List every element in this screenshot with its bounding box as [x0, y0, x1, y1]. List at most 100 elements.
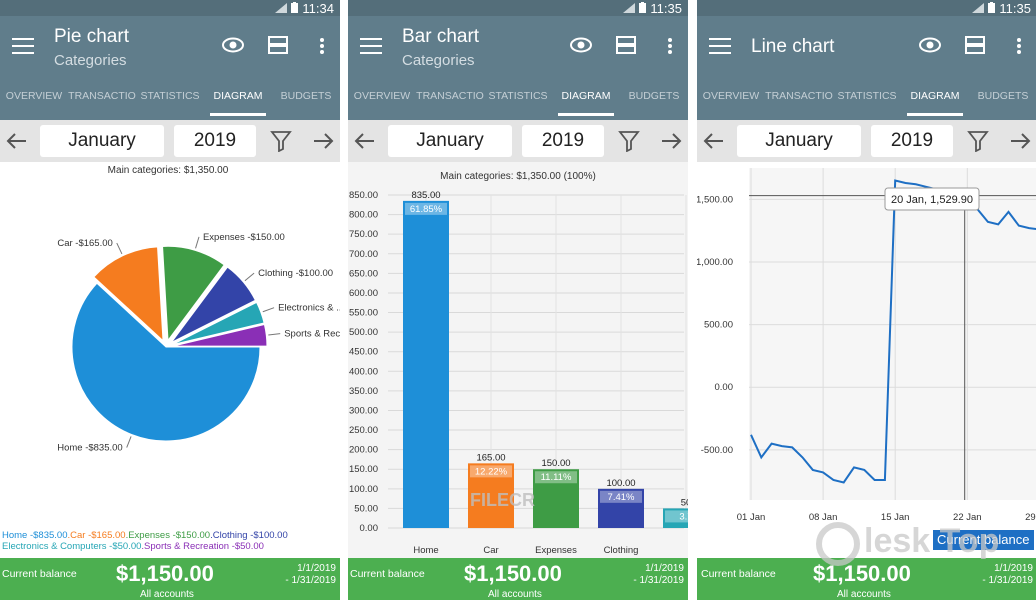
tab-overview[interactable]: OVERVIEW [5, 90, 63, 102]
month-selector[interactable]: January [737, 125, 861, 157]
bar [468, 463, 514, 528]
month-selector[interactable]: January [40, 125, 164, 157]
battery-icon [291, 1, 299, 16]
period-end: - 1/31/2019 [285, 575, 336, 586]
previous-period-arrow-icon[interactable] [701, 128, 727, 154]
bar-y-tick-label: 50.00 [354, 503, 378, 514]
bar-y-tick-label: 600.00 [349, 288, 378, 299]
next-period-arrow-icon[interactable] [658, 128, 684, 154]
bar-y-tick-label: 500.00 [349, 327, 378, 338]
tab-statistics[interactable]: STATISTICS [140, 90, 200, 102]
tab-transactions[interactable]: TRANSACTIO [765, 90, 833, 102]
pie-slice [172, 323, 268, 347]
tab-overview[interactable]: OVERVIEW [702, 90, 760, 102]
tab-statistics[interactable]: STATISTICS [488, 90, 548, 102]
bar-y-tick-label: 250.00 [349, 425, 378, 436]
pie-slice [71, 282, 261, 442]
bar-y-tick-label: 300.00 [349, 405, 378, 416]
line-y-tick-label: 1,000.00 [697, 257, 733, 268]
bar-y-tick-label: 550.00 [349, 308, 378, 319]
filter-icon[interactable] [270, 130, 292, 157]
previous-period-arrow-icon[interactable] [352, 128, 378, 154]
tab-budgets[interactable]: BUDGETS [628, 90, 680, 102]
next-period-arrow-icon[interactable] [310, 128, 336, 154]
tab-transactions[interactable]: TRANSACTIO [416, 90, 484, 102]
bar-percent-box [535, 471, 577, 484]
bar-title: Main categories: $1,350.00 (100%) [440, 171, 596, 182]
eye-icon[interactable] [222, 37, 244, 58]
tab-transactions[interactable]: TRANSACTIO [68, 90, 136, 102]
balance-period: 1/1/2019 - 1/31/2019 [285, 563, 336, 587]
pie-slice [162, 245, 225, 342]
bar-y-tick-label: 450.00 [349, 347, 378, 358]
bar-percent-box [470, 465, 512, 478]
year-selector[interactable]: 2019 [174, 125, 256, 157]
signal-icon [623, 1, 636, 16]
pie-callout-line [244, 272, 255, 282]
pie-callout-line [116, 242, 123, 255]
tab-budgets[interactable]: BUDGETS [280, 90, 332, 102]
bar-y-tick-label: 800.00 [349, 210, 378, 221]
menu-icon[interactable] [709, 38, 731, 54]
more-options-icon[interactable] [320, 38, 324, 56]
eye-icon[interactable] [570, 37, 592, 58]
month-selector[interactable]: January [388, 125, 512, 157]
bar [403, 200, 449, 528]
bar-y-tick-label: 400.00 [349, 366, 378, 377]
menu-icon[interactable] [360, 38, 382, 54]
balance-footer: Current balance $1,150.00 1/1/2019 - 1/3… [348, 558, 688, 600]
next-period-arrow-icon[interactable] [1007, 128, 1033, 154]
pie-legend-item: Electronics & Computers -$50.00 [2, 541, 142, 552]
pie-legend-item: Home -$835.00 [2, 530, 68, 541]
view-toggle-icon[interactable] [965, 36, 985, 59]
pie-slice-label: Expenses -$150.00 [203, 232, 285, 243]
more-options-icon[interactable] [1017, 38, 1021, 56]
filter-icon[interactable] [618, 130, 640, 157]
bar-y-tick-label: 650.00 [349, 268, 378, 279]
screen-subtitle: Categories [54, 52, 127, 69]
bar-chart: Main categories: $1,350.00 (100%) 0.00 50.… [348, 162, 688, 558]
bar-value-label: 50 [681, 497, 688, 508]
period-start: 1/1/2019 [297, 563, 336, 574]
bar-x-tick-label: Home [413, 545, 438, 556]
tab-diagram[interactable]: DIAGRAM [552, 86, 620, 120]
bar-chart-area: Main categories: $1,350.00 (100%) 0.00 50.… [348, 162, 688, 558]
pie-slice-label: Home -$835.00 [57, 443, 122, 454]
bar-percent-label: 61.85% [410, 204, 443, 215]
balance-label: Current balance [2, 568, 77, 580]
previous-period-arrow-icon[interactable] [4, 128, 30, 154]
pie-chart: Main categories: $1,350.00 Home -$835.00 C… [57, 165, 340, 454]
line-y-tick-label: -500.00 [701, 445, 733, 456]
battery-icon [639, 1, 647, 16]
menu-icon[interactable] [12, 38, 34, 54]
period-start: 1/1/2019 [994, 563, 1033, 574]
tab-overview[interactable]: OVERVIEW [353, 90, 411, 102]
view-toggle-icon[interactable] [268, 36, 288, 59]
current-balance-legend-badge[interactable]: Current balance [933, 530, 1034, 550]
tab-statistics[interactable]: STATISTICS [837, 90, 897, 102]
status-bar: 11:35 [697, 0, 1036, 16]
more-options-icon[interactable] [668, 38, 672, 56]
line-plot-background [749, 168, 1036, 500]
screen-title: Line chart [751, 36, 835, 57]
pie-slice-label: Car -$165.00 [57, 238, 112, 249]
year-selector[interactable]: 2019 [871, 125, 953, 157]
eye-icon[interactable] [919, 37, 941, 58]
balance-label: Current balance [350, 568, 425, 580]
tab-diagram[interactable]: DIAGRAM [204, 86, 272, 120]
pie-legend-item: .Car -$165.00 [67, 530, 126, 541]
pie-chart-screen: 11:34 Pie chart Categories OVERVIEW TRAN… [0, 0, 340, 600]
accounts-label: All accounts [140, 589, 194, 600]
balance-label: Current balance [701, 568, 776, 580]
filter-icon[interactable] [967, 130, 989, 157]
view-toggle-icon[interactable] [616, 36, 636, 59]
tab-diagram[interactable]: DIAGRAM [901, 86, 969, 120]
tab-budgets[interactable]: BUDGETS [977, 90, 1029, 102]
year-selector[interactable]: 2019 [522, 125, 604, 157]
bar-percent-box [405, 202, 447, 215]
bar-percent-label: 3.7 [679, 511, 688, 522]
pie-legend-item: .Sports & Recreation -$50.00 [141, 541, 264, 552]
pie-title: Main categories: $1,350.00 [108, 165, 229, 176]
bar-value-label: 165.00 [476, 452, 505, 463]
line-x-tick-label: 29 Jan [1025, 512, 1036, 523]
